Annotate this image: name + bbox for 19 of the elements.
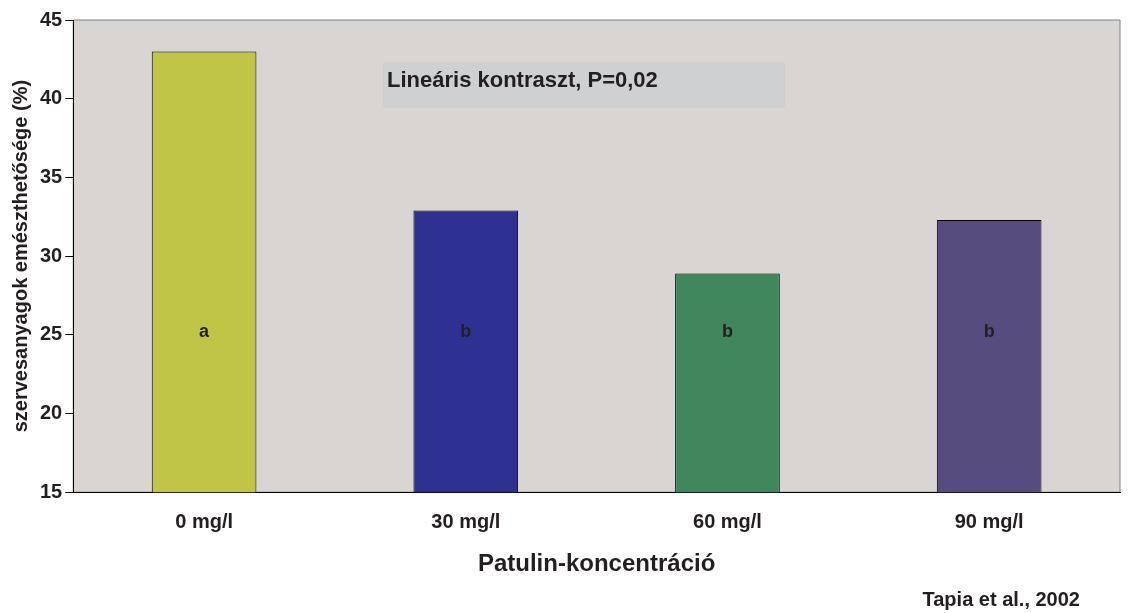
y-tick-label: 30 [40, 243, 63, 266]
y-tick-label: 40 [40, 86, 63, 109]
x-axis-title: Patulin-koncentráció [477, 549, 716, 577]
y-tick-label: 35 [40, 164, 63, 187]
x-tick-label: 30 mg/l [431, 509, 501, 532]
text-box: Lineáris kontraszt, P=0,02 [383, 62, 785, 108]
x-tick-label: 90 mg/l [954, 509, 1024, 532]
x-tick-label: 60 mg/l [693, 509, 762, 532]
y-tick-label: 45 [40, 7, 63, 30]
y-tick-label: 20 [40, 401, 63, 424]
x-tick-label: 0 mg/l [175, 509, 233, 532]
y-tick-label: 15 [40, 479, 63, 502]
data-label: a [199, 321, 211, 342]
data-label: b [721, 321, 733, 342]
data-label: b [983, 321, 995, 342]
y-tick-label: 25 [40, 322, 63, 345]
text: Tapia et al., 2002 [922, 587, 1080, 610]
data-label: b [460, 321, 472, 342]
y-axis-title: szervesanyagok emészthetősége (%) [8, 79, 31, 433]
